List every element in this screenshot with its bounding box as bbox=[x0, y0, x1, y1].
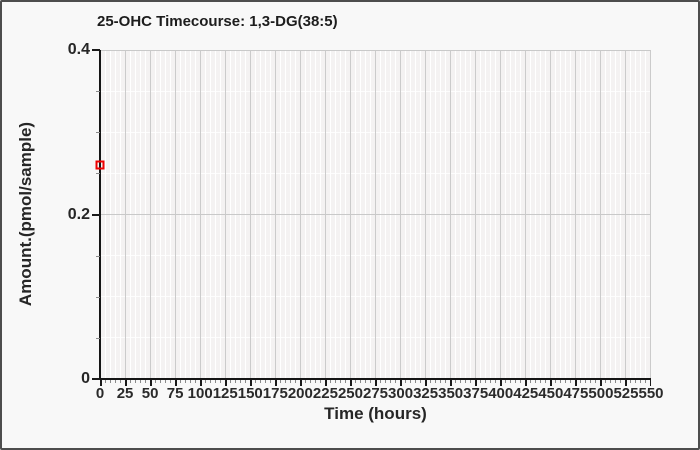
y-minor-tick bbox=[96, 132, 100, 134]
x-tick-label: 50 bbox=[141, 385, 159, 402]
x-tick-label: 525 bbox=[613, 385, 639, 402]
plot-area bbox=[100, 49, 651, 378]
x-tick-label: 550 bbox=[638, 385, 664, 402]
x-tick-label: 475 bbox=[563, 385, 589, 402]
y-axis-line bbox=[99, 50, 101, 380]
x-tick-label: 425 bbox=[513, 385, 539, 402]
x-tick-label: 375 bbox=[463, 385, 489, 402]
y-major-tick bbox=[92, 378, 100, 380]
y-major-gridline bbox=[100, 213, 651, 215]
x-tick-label: 275 bbox=[362, 385, 389, 402]
y-tick-label: 0 bbox=[81, 370, 90, 387]
y-minor-tick bbox=[96, 91, 100, 93]
y-axis-ticks bbox=[91, 49, 100, 380]
chart-title: 25-OHC Timecourse: 1,3-DG(38:5) bbox=[97, 13, 338, 30]
y-minor-tick bbox=[96, 173, 100, 175]
x-tick-label: 175 bbox=[262, 385, 288, 402]
x-axis-major-ticks bbox=[100, 380, 651, 386]
x-tick-label: 225 bbox=[312, 385, 338, 402]
x-tick-label: 150 bbox=[237, 385, 263, 402]
x-tick-label: 25 bbox=[116, 385, 134, 402]
y-major-tick bbox=[92, 49, 100, 51]
x-tick-label: 75 bbox=[166, 385, 184, 402]
x-tick-label: 200 bbox=[287, 385, 313, 402]
y-major-gridline bbox=[100, 49, 651, 51]
y-axis-title: Amount.(pmol/sample) bbox=[16, 121, 35, 307]
x-tick-label: 450 bbox=[538, 385, 564, 402]
y-minor-tick bbox=[96, 255, 100, 257]
x-axis-tick-labels: 0 25 50 75 100 125 150 175 200 225 250 275 300 325 350… bbox=[96, 385, 664, 405]
x-tick-label: 350 bbox=[438, 385, 464, 402]
y-minor-tick bbox=[96, 337, 100, 339]
y-major-tick bbox=[92, 213, 100, 216]
x-tick-label: 400 bbox=[488, 385, 514, 402]
x-axis-title: Time (hours) bbox=[324, 404, 427, 423]
y-minor-tick bbox=[96, 296, 100, 298]
x-tick-label: 300 bbox=[388, 385, 414, 402]
x-axis-line bbox=[99, 378, 651, 380]
y-tick-label: 0.4 bbox=[67, 41, 90, 58]
x-tick-label: 100 bbox=[187, 385, 213, 402]
y-axis-tick-labels: 0 0.2 0.4 bbox=[40, 41, 90, 387]
x-tick-label: 125 bbox=[212, 385, 238, 402]
x-tick-label: 0 bbox=[95, 385, 105, 402]
x-tick-label: 500 bbox=[588, 385, 614, 402]
x-tick-label: 250 bbox=[337, 385, 363, 402]
x-tick-label: 325 bbox=[413, 385, 439, 402]
y-tick-label: 0.2 bbox=[67, 205, 90, 223]
